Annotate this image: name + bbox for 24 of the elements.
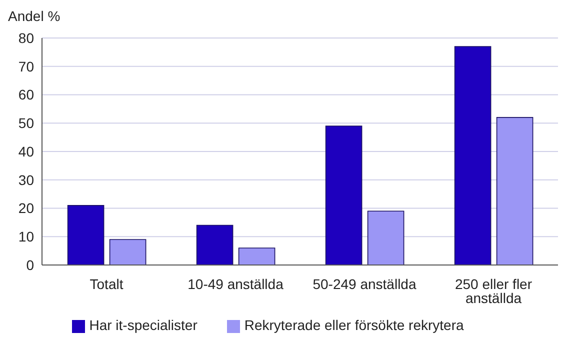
x-tick-label: Totalt bbox=[90, 276, 124, 292]
y-tick-label: 10 bbox=[18, 228, 34, 245]
x-tick-label: 50-249 anställda bbox=[312, 276, 416, 292]
x-tick-label: 10-49 anställda bbox=[188, 276, 284, 292]
bar bbox=[196, 224, 234, 265]
bar bbox=[67, 205, 104, 265]
x-tick-label: 250 eller fler anställda bbox=[454, 276, 532, 306]
y-tick-label: 50 bbox=[18, 115, 34, 132]
bar bbox=[367, 210, 404, 265]
bar bbox=[325, 126, 362, 265]
y-tick-label: 0 bbox=[26, 256, 34, 273]
y-tick-label: 30 bbox=[18, 172, 34, 188]
y-axis-title: Andel % bbox=[8, 8, 60, 24]
y-tick-label: 60 bbox=[18, 86, 34, 103]
legend-label: Rekryterade eller försökte rekrytera bbox=[244, 317, 464, 333]
bar bbox=[496, 117, 534, 265]
y-tick-label: 70 bbox=[18, 58, 34, 74]
bar bbox=[109, 239, 146, 265]
bar bbox=[454, 46, 492, 265]
y-tick-label: 80 bbox=[18, 30, 34, 46]
y-tick-label: 40 bbox=[18, 143, 34, 160]
legend-label: Har it-specialister bbox=[89, 317, 198, 333]
y-tick-label: 20 bbox=[18, 200, 34, 216]
bar bbox=[238, 248, 276, 265]
